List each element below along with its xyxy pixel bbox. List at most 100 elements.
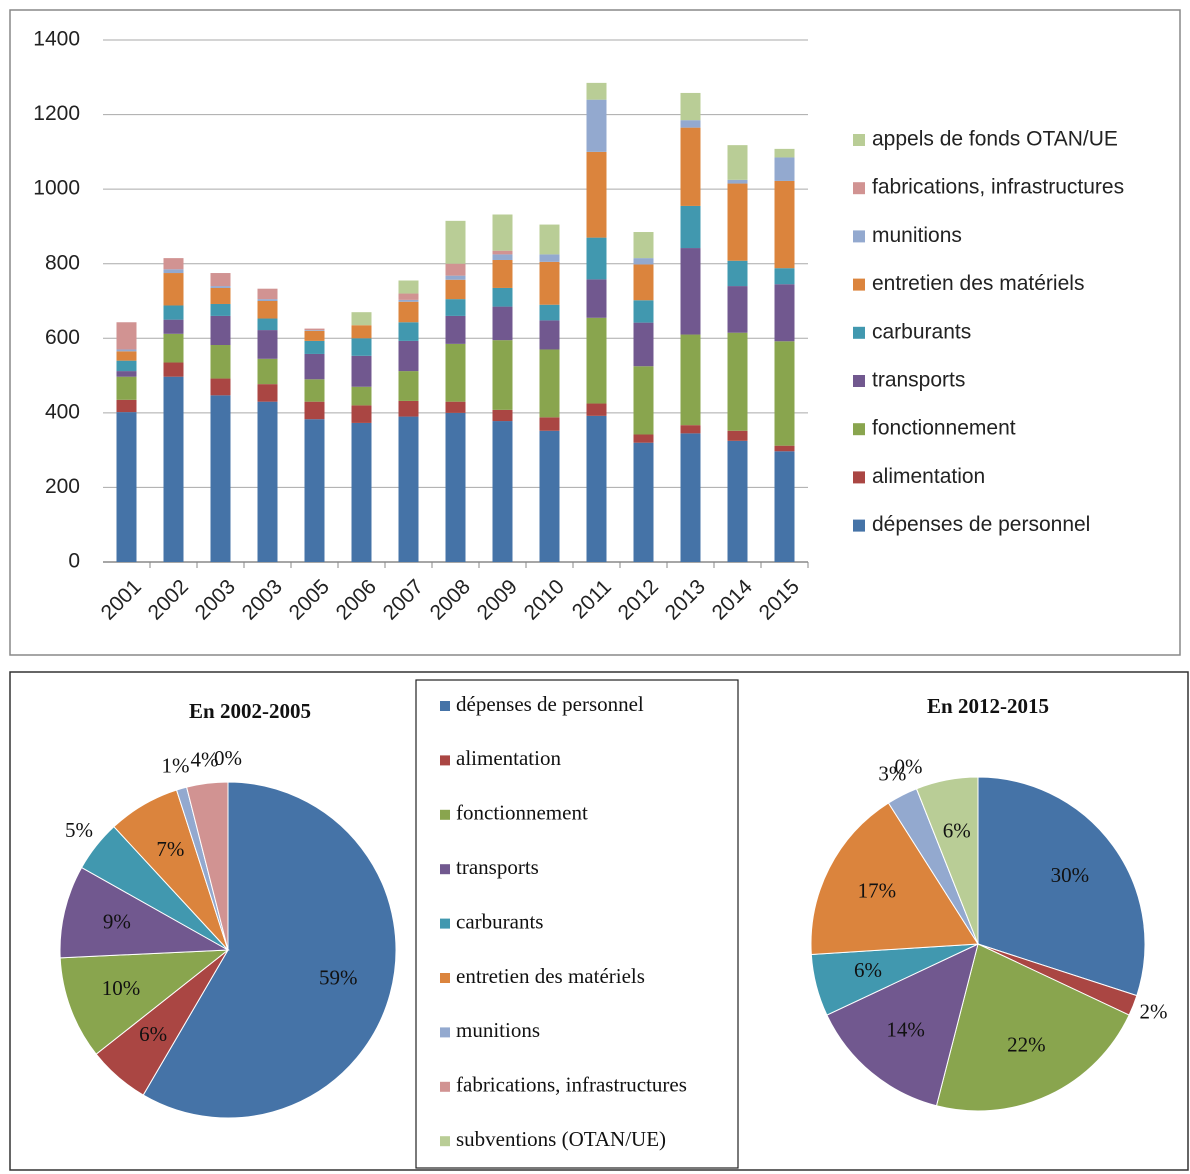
bar-segment	[116, 412, 137, 562]
bar-segment	[304, 353, 325, 380]
data-label: 10%	[102, 976, 141, 1000]
pie-legend-box	[415, 679, 739, 1169]
bar-segment	[257, 288, 278, 300]
bar-segment	[727, 145, 748, 180]
bar-segment	[633, 232, 654, 259]
bar-segment	[116, 322, 137, 350]
bar-segment	[727, 286, 748, 333]
y-tick-label: 1400	[33, 28, 80, 51]
legend-label: fonctionnement	[456, 801, 588, 825]
legend-swatch	[853, 375, 865, 387]
x-tick-label: 2005	[285, 575, 334, 624]
bar-segment	[774, 284, 795, 342]
legend-label: alimentation	[456, 746, 561, 770]
legend-label: entretien des matériels	[456, 964, 645, 988]
pie-slice	[935, 943, 1130, 1112]
bar-segment	[492, 409, 513, 422]
y-tick-label: 600	[45, 326, 80, 349]
legend-swatch	[853, 423, 865, 436]
legend-swatch	[853, 278, 865, 291]
bar-segment	[445, 279, 466, 300]
bar-segment	[539, 224, 560, 255]
bar-segment	[445, 412, 466, 562]
bar-segment	[633, 442, 654, 562]
legend-label: dépenses de personnel	[872, 513, 1090, 536]
bar-segment	[539, 320, 560, 350]
bar-segment	[774, 180, 795, 269]
bar-segment	[727, 430, 748, 441]
legend-swatch	[853, 182, 865, 195]
bar-segment	[163, 258, 184, 270]
pie-title: En 2012-2015	[927, 694, 1049, 718]
bar-segment	[539, 304, 560, 321]
data-label: 14%	[886, 1017, 925, 1041]
data-label: 30%	[1051, 863, 1090, 887]
pie-slice	[142, 781, 397, 1119]
pie-slice	[826, 943, 979, 1107]
bar-segment	[774, 445, 795, 452]
y-tick-label: 200	[45, 475, 80, 498]
x-tick-label: 2014	[708, 575, 758, 625]
data-label: 59%	[319, 966, 358, 990]
bar-segment	[774, 451, 795, 562]
legend-swatch	[440, 1081, 450, 1092]
legend-swatch	[440, 755, 450, 766]
bar-segment	[680, 92, 701, 121]
bar-segment	[163, 376, 184, 562]
data-label: 9%	[103, 909, 131, 933]
legend-label: munitions	[456, 1018, 540, 1042]
data-label: 7%	[156, 837, 184, 861]
bottom-frame	[9, 671, 1189, 1171]
legend-swatch	[853, 326, 865, 339]
bar-segment	[492, 306, 513, 341]
legend-swatch	[440, 1136, 450, 1147]
bar-segment	[492, 259, 513, 288]
bar-segment	[351, 312, 372, 326]
bar-segment	[116, 360, 137, 372]
bar-segment	[351, 405, 372, 423]
legend-label: entretien des matériels	[872, 272, 1084, 295]
bar-segment	[445, 220, 466, 264]
bar-segment	[586, 317, 607, 404]
y-tick-label: 1000	[33, 177, 80, 200]
bar-segment	[680, 127, 701, 206]
data-label: 5%	[65, 818, 93, 842]
bar-segment	[163, 319, 184, 334]
bar-segment	[398, 301, 419, 323]
bar-segment	[633, 322, 654, 367]
x-tick-label: 2006	[332, 575, 381, 624]
bar-segment	[116, 399, 137, 413]
bar-segment	[116, 376, 137, 400]
x-tick-label: 2001	[97, 575, 146, 624]
bar-segment	[445, 299, 466, 316]
bar-segment	[304, 328, 325, 331]
bar-segment	[304, 419, 325, 562]
pie-slice	[915, 776, 979, 945]
bar-segment	[680, 425, 701, 434]
bar-segment	[492, 254, 513, 260]
x-tick-label: 2008	[426, 575, 475, 624]
bar-segment	[351, 325, 372, 339]
bar-segment	[116, 349, 137, 352]
bar-segment	[398, 416, 419, 562]
x-tick-label: 2015	[755, 575, 804, 624]
legend-swatch	[853, 519, 865, 532]
legend-swatch	[853, 134, 865, 146]
bar-segment	[257, 330, 278, 359]
bar-segment	[445, 275, 466, 280]
legend-label: carburants	[872, 320, 971, 343]
x-tick-label: 2003	[238, 575, 287, 624]
top-frame	[9, 9, 1181, 656]
bar-segment	[210, 378, 231, 396]
y-tick-label: 800	[45, 251, 80, 274]
legend-label: appels de fonds OTAN/UE	[872, 128, 1118, 151]
bar-segment	[445, 401, 466, 413]
legend-swatch	[440, 809, 450, 820]
bar-segment	[492, 421, 513, 562]
legend-swatch	[440, 973, 450, 983]
bar-segment	[445, 343, 466, 402]
bar-segment	[586, 403, 607, 416]
bar-segment	[492, 250, 513, 255]
legend-label: fonctionnement	[872, 417, 1016, 440]
